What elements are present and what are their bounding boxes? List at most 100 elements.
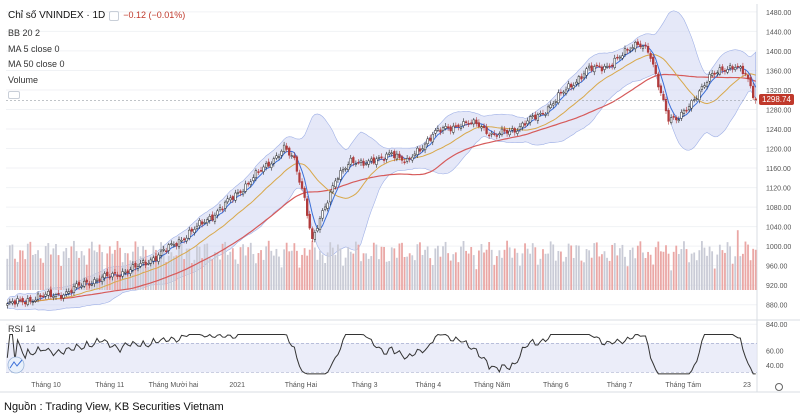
candle-body <box>657 73 660 88</box>
candle-body <box>613 57 616 68</box>
volume-bar <box>34 253 37 290</box>
volume-bar <box>224 241 227 290</box>
candle-body <box>62 294 65 299</box>
candle-body <box>180 239 183 242</box>
candle-body <box>213 214 217 222</box>
indicator-ma50[interactable]: MA 50 close 0 <box>8 59 65 69</box>
candle-body <box>444 126 447 129</box>
y-tick-label: 1280.00 <box>766 107 791 114</box>
settings-toggle-icon[interactable] <box>109 10 120 21</box>
volume-bar <box>147 266 150 290</box>
collapse-legend-icon[interactable] <box>8 91 20 99</box>
volume-bar <box>78 257 80 290</box>
candle-body <box>165 250 168 252</box>
candle-body <box>357 162 360 164</box>
volume-bar <box>488 242 491 290</box>
volume-bar <box>493 264 496 290</box>
volume-bar <box>621 244 624 290</box>
settings-gear-icon[interactable] <box>775 383 783 391</box>
volume-bar <box>503 249 506 290</box>
candle-body <box>344 168 347 170</box>
candle-body <box>306 198 309 216</box>
volume-bar <box>744 241 747 290</box>
volume-bar <box>457 262 460 290</box>
candle-body <box>598 65 601 68</box>
volume-bar <box>449 260 452 290</box>
candle-body <box>587 65 591 69</box>
candle-body <box>641 45 645 49</box>
candle-body <box>42 295 45 298</box>
candle-body <box>382 159 386 161</box>
candle-body <box>441 127 445 131</box>
candle-body <box>323 206 327 210</box>
volume-bar <box>44 246 47 290</box>
candle-body <box>513 128 516 133</box>
volume-bar <box>749 260 752 290</box>
indicator-volume[interactable]: Volume <box>8 75 39 85</box>
candle-body <box>375 158 378 165</box>
volume-bar <box>519 265 521 290</box>
candle-body <box>124 271 127 274</box>
candle-body <box>523 123 527 126</box>
volume-bar <box>567 243 570 290</box>
candle-body <box>511 128 514 131</box>
candle-body <box>544 114 547 116</box>
volume-bar <box>65 247 68 290</box>
rsi-label[interactable]: RSI 14 <box>8 324 36 334</box>
candle-body <box>400 156 404 161</box>
volume-bar <box>242 244 244 290</box>
candle-body <box>36 293 40 300</box>
candle-body <box>467 123 470 125</box>
candle-body <box>231 196 234 200</box>
candle-body <box>193 229 196 233</box>
candle-body <box>262 166 265 172</box>
candle-body <box>11 301 14 304</box>
candle-body <box>16 298 19 305</box>
volume-bar <box>636 245 639 290</box>
price-change: −0.12 (−0.01%) <box>123 10 186 20</box>
volume-bar <box>21 250 24 290</box>
volume-bar <box>231 248 234 290</box>
volume-bar <box>6 258 9 290</box>
candle-body <box>705 82 709 87</box>
tradingview-logo-mark <box>9 359 23 369</box>
volume-bar <box>431 265 434 290</box>
candle-body <box>426 138 429 144</box>
candle-body <box>518 126 522 130</box>
volume-bar <box>247 247 250 290</box>
candle-body <box>539 112 542 115</box>
x-tick-label: Tháng 10 <box>31 382 61 389</box>
volume-bar <box>577 245 580 290</box>
volume-bar <box>613 243 616 290</box>
candle-body <box>423 143 427 151</box>
volume-bar <box>665 245 667 290</box>
candle-body <box>390 152 393 155</box>
candle-body <box>185 237 188 242</box>
indicator-ma5[interactable]: MA 5 close 0 <box>8 44 60 54</box>
volume-bar <box>283 249 285 290</box>
rsi-tick-label: 40.00 <box>766 363 784 370</box>
volume-bar <box>588 250 591 290</box>
volume-bar <box>352 253 355 290</box>
candle-body <box>526 120 529 125</box>
candle-body <box>300 181 304 189</box>
volume-bar <box>539 258 542 290</box>
candle-body <box>452 125 455 133</box>
candle-body <box>734 67 737 70</box>
candle-body <box>595 64 598 67</box>
indicator-bb[interactable]: BB 20 2 <box>8 28 41 38</box>
candle-body <box>280 150 283 156</box>
candle-body <box>208 215 211 221</box>
volume-bar <box>244 255 247 290</box>
candle-body <box>316 228 319 232</box>
candle-body <box>6 303 9 306</box>
candle-body <box>654 65 657 74</box>
volume-bar <box>683 241 685 290</box>
candle-body <box>675 117 678 121</box>
volume-bar <box>562 261 565 290</box>
candle-body <box>572 85 575 89</box>
volume-bar <box>667 253 670 290</box>
candle-body <box>85 279 88 283</box>
candle-body <box>303 187 306 198</box>
y-tick-label: 1240.00 <box>766 127 791 134</box>
